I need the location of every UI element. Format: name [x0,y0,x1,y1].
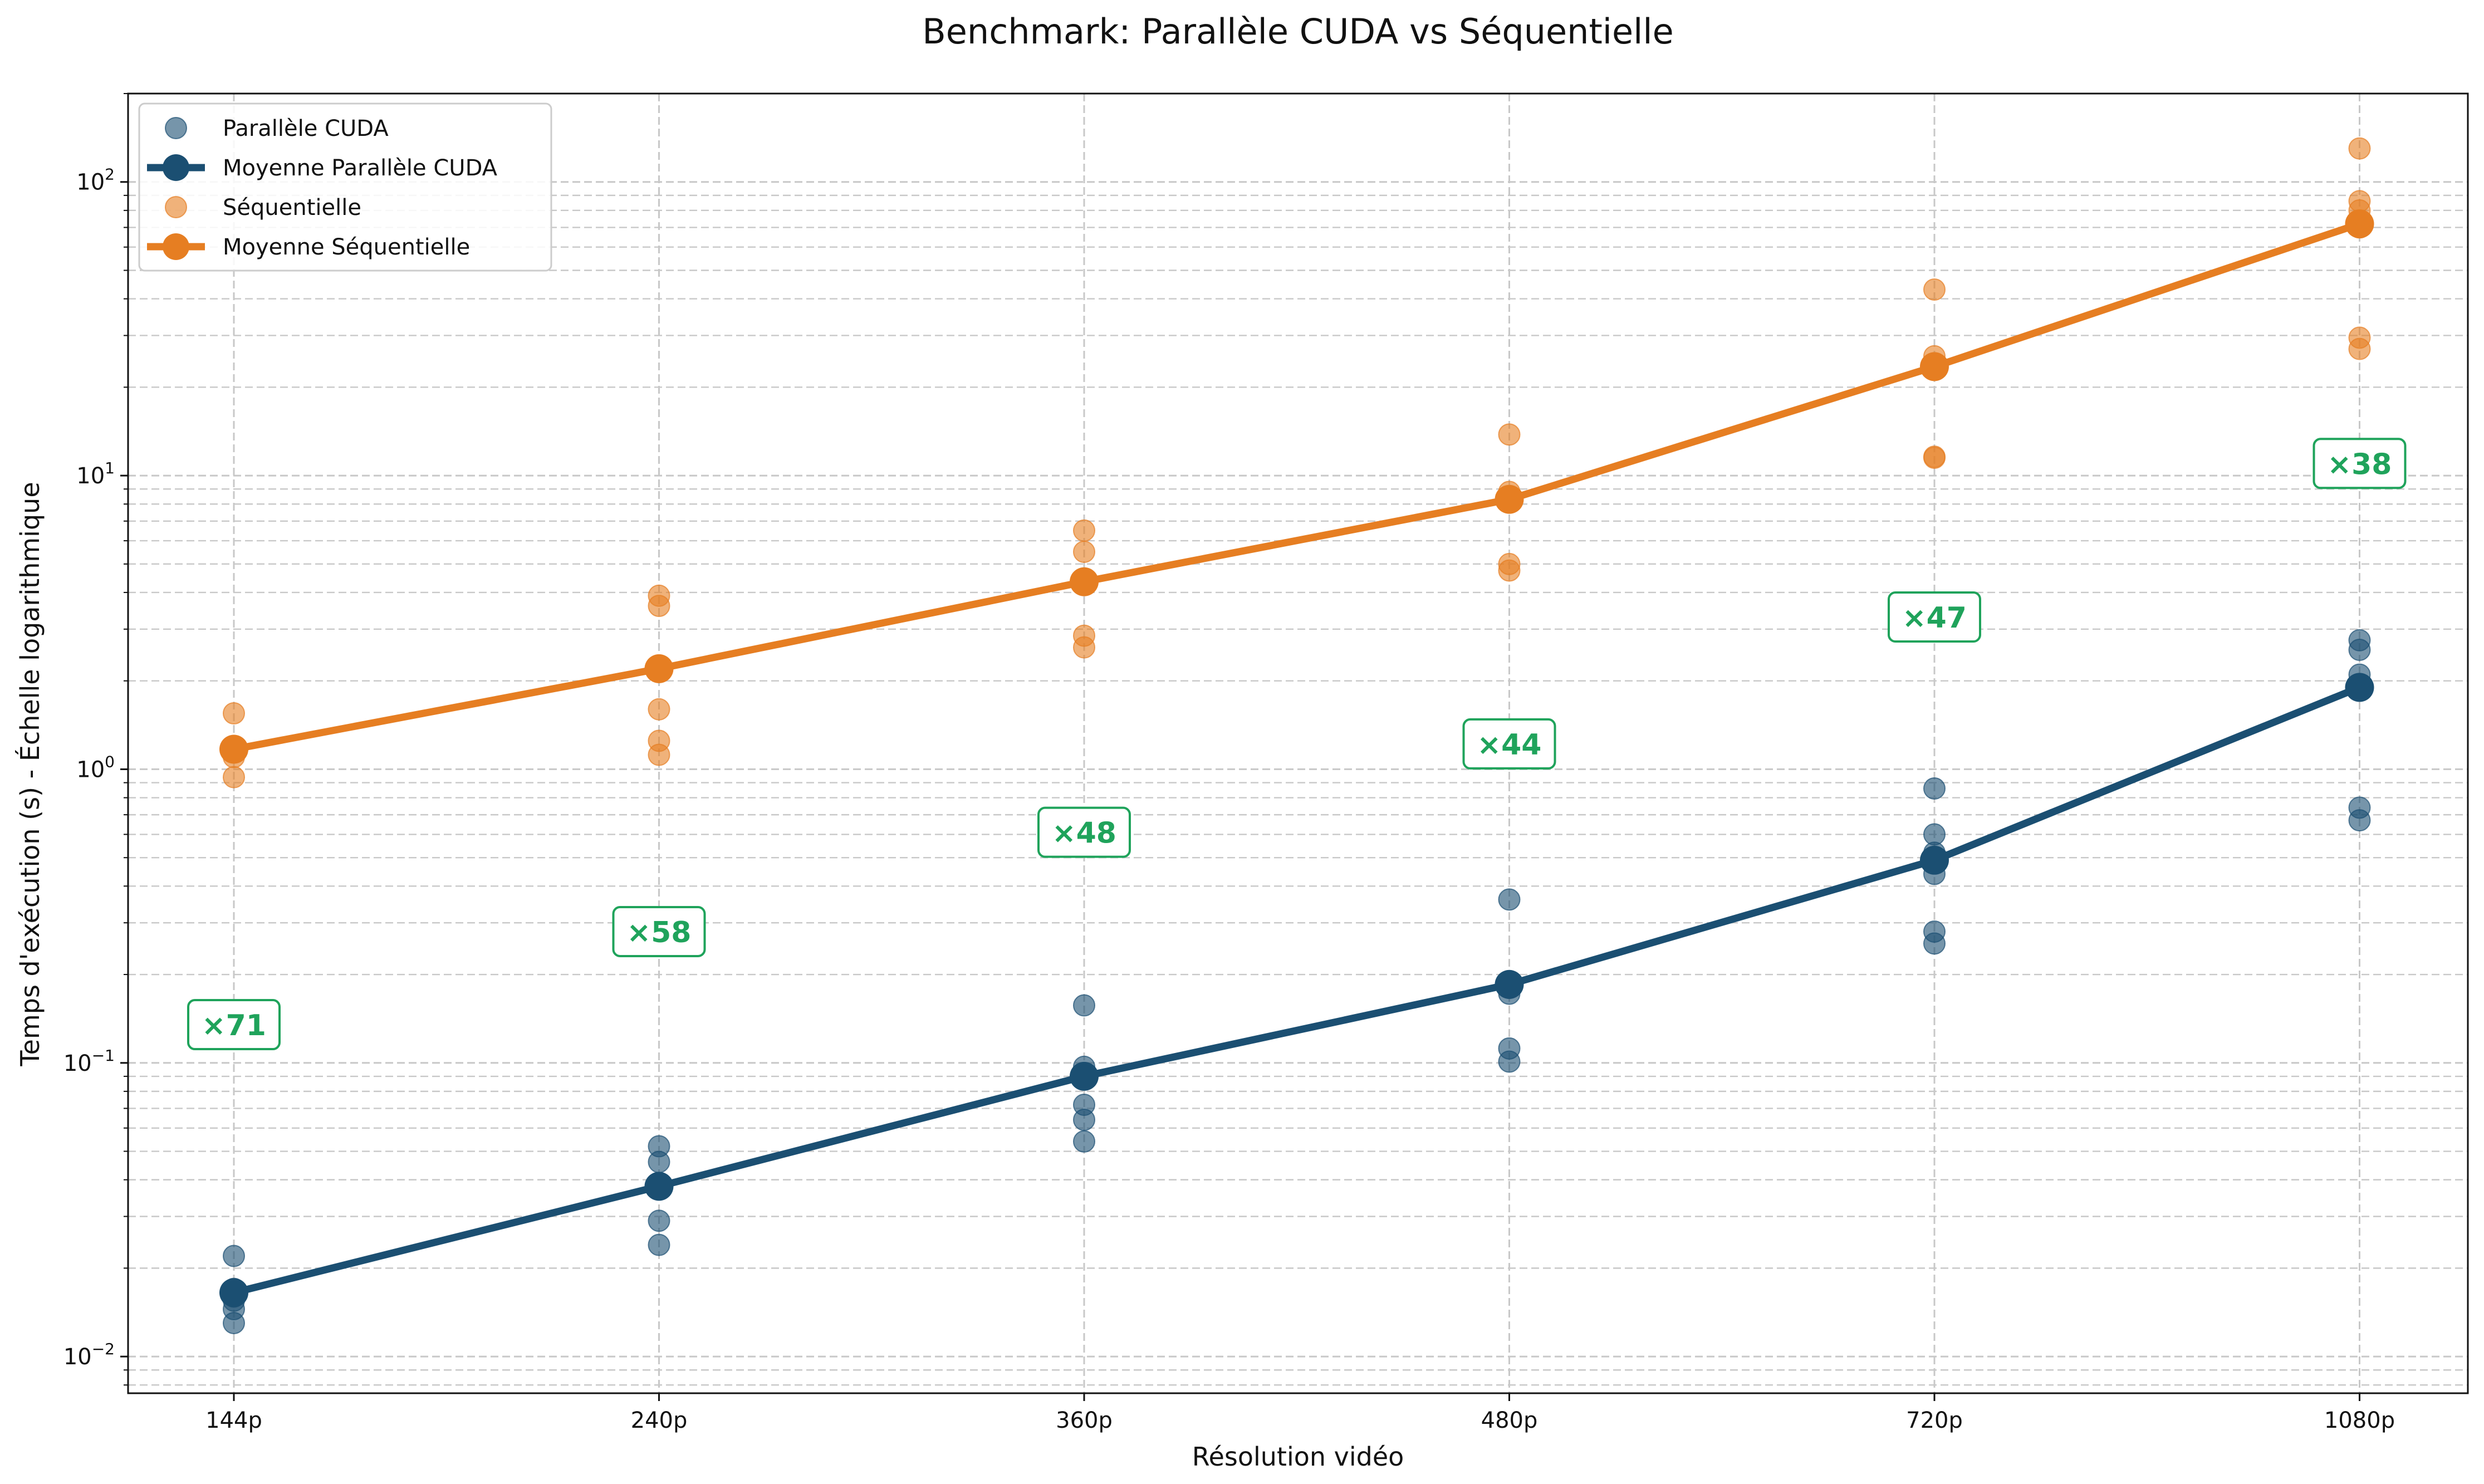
y-axis-label: Temps d'exécution (s) - Échelle logarith… [15,482,45,1066]
data-point [1073,636,1095,659]
grid-layer [128,92,2468,1393]
data-point [648,1209,670,1232]
data-point [1073,541,1095,564]
x-axis-label: Résolution vidéo [1192,1442,1404,1472]
mean-marker [1070,567,1099,596]
series-layer [219,137,2374,1335]
legend: Parallèle CUDA Moyenne Parallèle CUDA Séqu… [138,102,552,272]
mean-line [230,220,2363,753]
x-tick-label: 360p [1056,1408,1113,1433]
speedup-annotation: ×71 [187,999,281,1051]
speedup-label: ×38 [2328,448,2392,481]
mean-marker [219,1278,248,1307]
data-point [2348,337,2371,360]
speedup-annotation: ×47 [1888,591,1981,643]
mean-marker [2345,673,2374,702]
speedup-label: ×48 [1052,817,1116,850]
mean-marker [1495,484,1524,514]
data-point [648,595,670,618]
speedup-box [1888,591,1981,643]
mean-marker [219,734,248,764]
speedup-annotation: ×44 [1462,718,1556,770]
legend-entry: Moyenne Parallèle CUDA [147,154,498,181]
legend-entry: Parallèle CUDA [165,116,389,141]
legend-label: Séquentielle [223,195,361,221]
y-tick-label: 100 [76,752,115,782]
data-point [1073,519,1095,542]
legend-label: Moyenne Séquentielle [223,234,470,260]
legend-label: Parallèle CUDA [223,116,389,141]
data-point [223,702,245,725]
speedup-box [1037,806,1131,858]
legend-box [138,102,552,272]
speedup-label: ×71 [202,1009,266,1042]
x-tick-label: 240p [631,1408,688,1433]
legend-label: Moyenne Parallèle CUDA [223,155,498,181]
legend-marker [163,233,189,260]
data-point [648,1150,670,1173]
mean-line [230,683,2363,1296]
data-point [1073,1130,1095,1153]
legend-marker [165,196,187,218]
legend-entry: Séquentielle [165,195,361,221]
speedup-layer: ×71 ×58 ×48 ×44 ×47 ×38 [187,438,2407,1051]
data-point [223,766,245,788]
x-tick-label: 144p [205,1408,262,1433]
speedup-label: ×47 [1902,601,1967,635]
data-point [1923,932,1946,955]
mean-marker [1920,845,1949,875]
x-tick-label: 480p [1481,1408,1538,1433]
speedup-box [1462,718,1556,770]
data-point [2348,137,2371,160]
series-group [219,209,2374,764]
mean-marker [644,654,674,683]
speedup-annotation: ×38 [2312,438,2407,489]
speedup-box [2312,438,2407,489]
data-point [2348,639,2371,662]
data-point [648,743,670,766]
mean-marker [1920,352,1949,381]
data-point [1923,278,1946,301]
x-tick-label: 720p [1906,1408,1963,1433]
y-tick-label: 101 [76,459,115,489]
speedup-label: ×44 [1477,728,1542,762]
series-group [219,673,2374,1307]
mean-marker [1070,1061,1099,1091]
plot-frame [127,92,2469,1394]
data-point [1073,994,1095,1017]
speedup-label: ×58 [627,916,692,949]
speedup-annotation: ×58 [612,905,706,957]
x-tick-label: 1080p [2324,1408,2395,1433]
mean-marker [644,1172,674,1201]
y-tick-label: 102 [76,165,115,195]
speedup-box [187,999,281,1051]
speedup-annotation: ×48 [1037,806,1131,858]
data-point [1923,447,1946,469]
data-point [223,1245,245,1267]
data-point [1498,423,1521,446]
mean-marker [2345,209,2374,238]
chart-title: Benchmark: Parallèle CUDA vs Séquentiell… [922,11,1674,52]
data-point [648,1233,670,1256]
y-tick-label: 10−2 [63,1340,115,1370]
mean-marker [1495,969,1524,999]
legend-entry: Moyenne Séquentielle [147,233,470,260]
data-point [648,698,670,721]
legend-marker [163,154,189,181]
data-point [1498,559,1521,582]
data-point [1498,888,1521,911]
data-point [223,1312,245,1335]
speedup-box [612,905,706,957]
data-point [1498,1050,1521,1073]
axes-layer: 144p 240p 360p 480p 720p 1080p 10−2 10−1 100 101 1… [63,92,2469,1433]
data-point [1073,1108,1095,1131]
legend-marker [165,117,187,139]
data-point [2348,809,2371,832]
data-point [1923,777,1946,800]
y-tick-label: 10−1 [63,1046,115,1076]
